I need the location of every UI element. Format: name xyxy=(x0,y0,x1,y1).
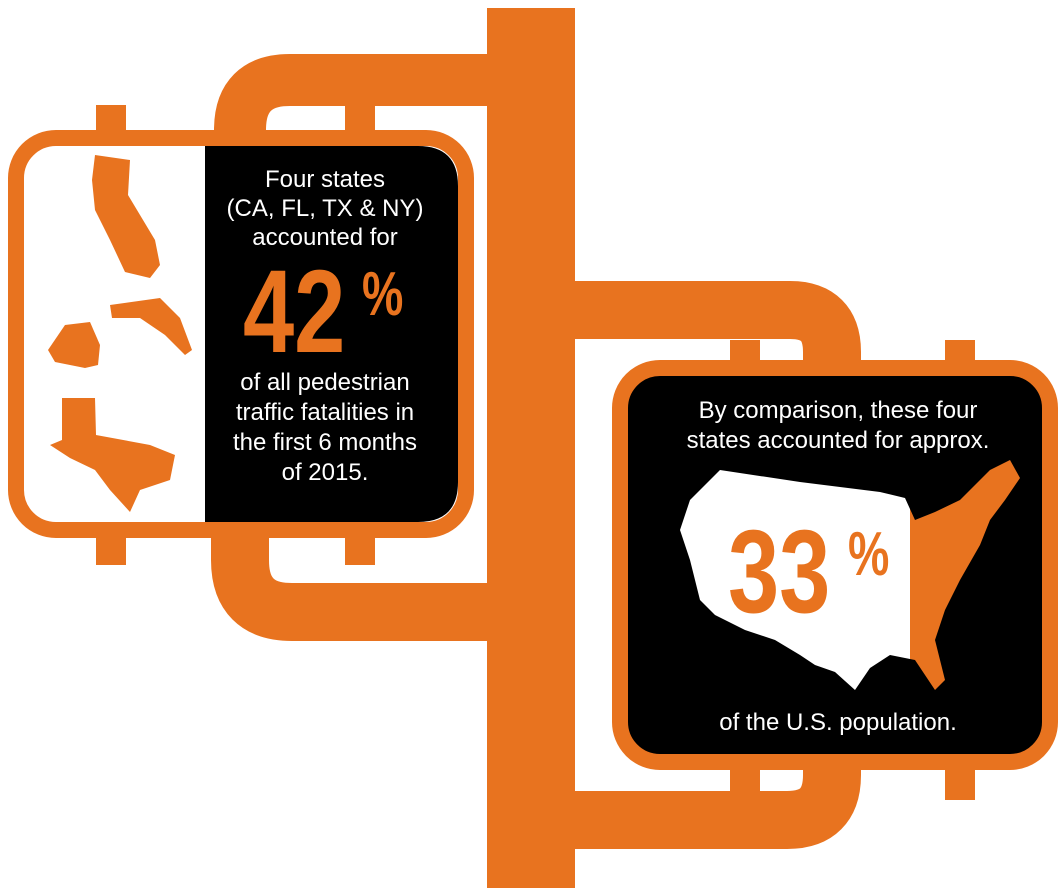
left-figure-unit: % xyxy=(362,258,403,328)
right-figure-unit: % xyxy=(848,518,889,588)
left-line: of all pedestrian xyxy=(240,369,409,396)
state-shapes xyxy=(48,155,192,512)
left-line: of 2015. xyxy=(282,459,369,486)
left-line: Four states xyxy=(265,166,385,193)
us-map xyxy=(680,460,1020,690)
left-text-box xyxy=(205,146,458,522)
left-line: the first 6 months xyxy=(233,429,417,456)
left-figure: 42 xyxy=(243,246,345,378)
right-line: of the U.S. population. xyxy=(719,709,957,736)
left-line: accounted for xyxy=(252,224,397,251)
right-figure: 33 xyxy=(728,506,830,638)
left-line: (CA, FL, TX & NY) xyxy=(227,195,424,222)
pipes xyxy=(211,8,861,888)
right-line: states accounted for approx. xyxy=(687,427,990,454)
left-line: traffic fatalities in xyxy=(236,399,414,426)
right-line: By comparison, these four xyxy=(699,397,978,424)
